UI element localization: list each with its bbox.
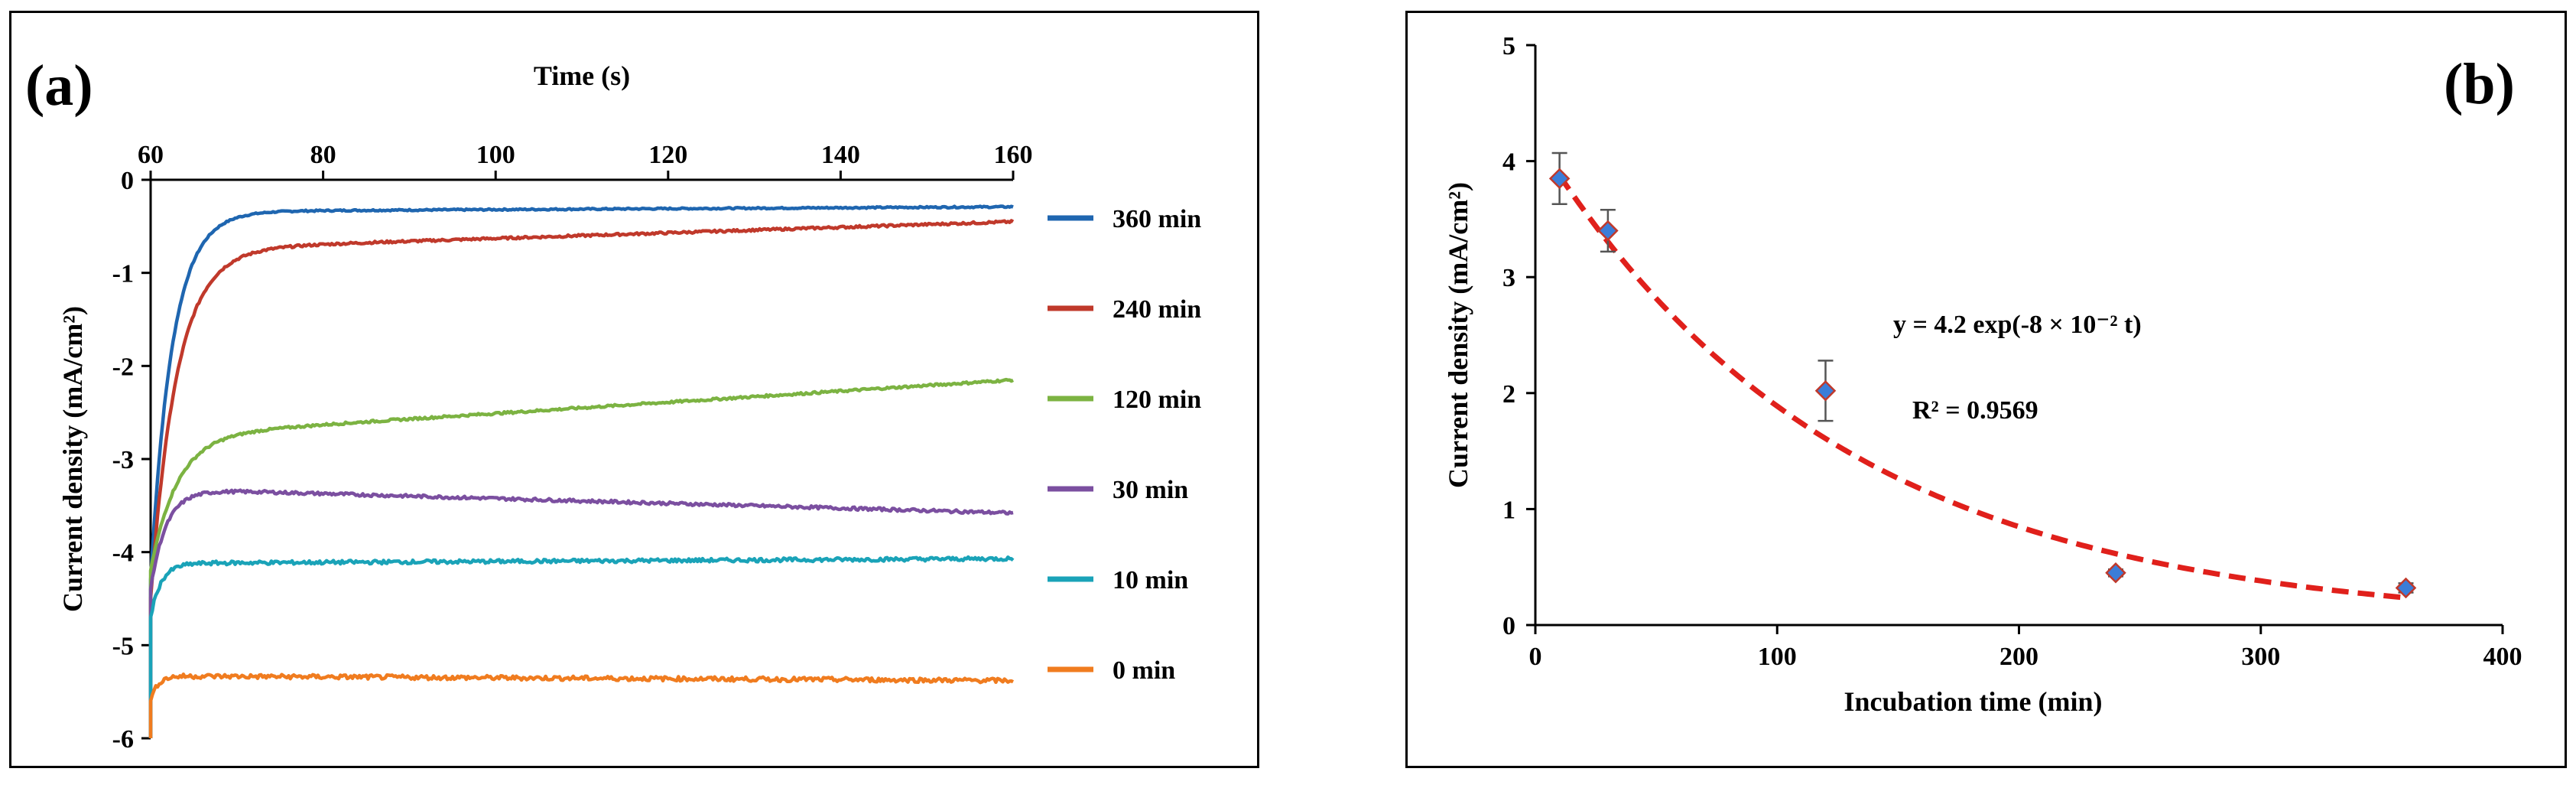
data-point-0 bbox=[1548, 168, 1571, 190]
legend-label-0: 360 min bbox=[1113, 205, 1201, 233]
x-tick-label: 140 bbox=[821, 141, 860, 169]
legend-label-2: 120 min bbox=[1113, 386, 1201, 414]
panel-label-a: (a) bbox=[25, 54, 93, 118]
y-tick-label: 0 bbox=[1502, 612, 1515, 640]
y-axis-title: Current density (mA/cm²) bbox=[57, 306, 88, 612]
x-tick-label: 200 bbox=[1999, 643, 2038, 671]
data-point-1 bbox=[1597, 220, 1619, 242]
x-tick-label: 300 bbox=[2241, 643, 2280, 671]
fit-equation: y = 4.2 exp(-8 × 10⁻² t) bbox=[1893, 311, 2142, 339]
y-tick-label: -4 bbox=[112, 539, 134, 568]
x-tick-label: 400 bbox=[2483, 643, 2522, 671]
series-line-5 bbox=[148, 672, 1015, 738]
y-tick-label: 1 bbox=[1502, 496, 1515, 524]
panel-label-b: (b) bbox=[2444, 52, 2515, 116]
y-tick-label: -2 bbox=[112, 353, 134, 381]
legend-label-5: 0 min bbox=[1113, 656, 1175, 685]
y-tick-label: -6 bbox=[112, 725, 134, 754]
x-tick-label: 0 bbox=[1529, 643, 1542, 671]
y-tick-label: 3 bbox=[1502, 264, 1515, 292]
panel-b: (b) 0 100 200 300 400 0 1 2 3 4 5 Incubation time (m… bbox=[1405, 11, 2567, 768]
series-line-2 bbox=[148, 377, 1015, 738]
data-point-3 bbox=[2105, 562, 2126, 584]
x-tick-label: 60 bbox=[138, 141, 164, 169]
chart-a-svg: (a) 60 80 100 120 140 160 0 -1 -2 -3 -4 -5 -6 Time (s)… bbox=[25, 54, 1201, 754]
legend-label-1: 240 min bbox=[1113, 295, 1201, 324]
x-tick-label: 80 bbox=[310, 141, 336, 169]
series-line-1 bbox=[148, 219, 1015, 738]
x-tick-label: 160 bbox=[994, 141, 1033, 169]
series-line-4 bbox=[148, 555, 1015, 738]
y-tick-label: 5 bbox=[1502, 32, 1515, 60]
r-squared: R² = 0.9569 bbox=[1912, 396, 2038, 425]
y-axis-title: Current density (mA/cm²) bbox=[1443, 182, 1473, 488]
legend-label-4: 10 min bbox=[1113, 566, 1188, 594]
y-tick-label: -1 bbox=[112, 260, 134, 288]
y-tick-label: 0 bbox=[121, 167, 134, 195]
data-point-2 bbox=[1814, 380, 1837, 402]
series-line-0 bbox=[148, 204, 1014, 738]
fit-curve bbox=[1557, 174, 2406, 601]
y-tick-label: -5 bbox=[112, 632, 134, 660]
y-tick-label: -3 bbox=[112, 446, 134, 474]
chart-b-svg: (b) 0 100 200 300 400 0 1 2 3 4 5 Incubation time (m… bbox=[1443, 32, 2522, 717]
y-tick-label: 2 bbox=[1502, 380, 1515, 409]
x-tick-label: 100 bbox=[1758, 643, 1797, 671]
legend-label-3: 30 min bbox=[1113, 476, 1188, 504]
panel-a: (a) 60 80 100 120 140 160 0 -1 -2 -3 -4 -5 -6 Time (s)… bbox=[9, 11, 1259, 768]
x-axis-title: Time (s) bbox=[534, 60, 630, 91]
data-point-4 bbox=[2395, 577, 2417, 599]
x-tick-label: 120 bbox=[648, 141, 687, 169]
x-tick-label: 100 bbox=[476, 141, 515, 169]
x-axis-title: Incubation time (min) bbox=[1843, 686, 2102, 717]
series-line-3 bbox=[148, 488, 1014, 738]
y-tick-label: 4 bbox=[1502, 148, 1515, 177]
